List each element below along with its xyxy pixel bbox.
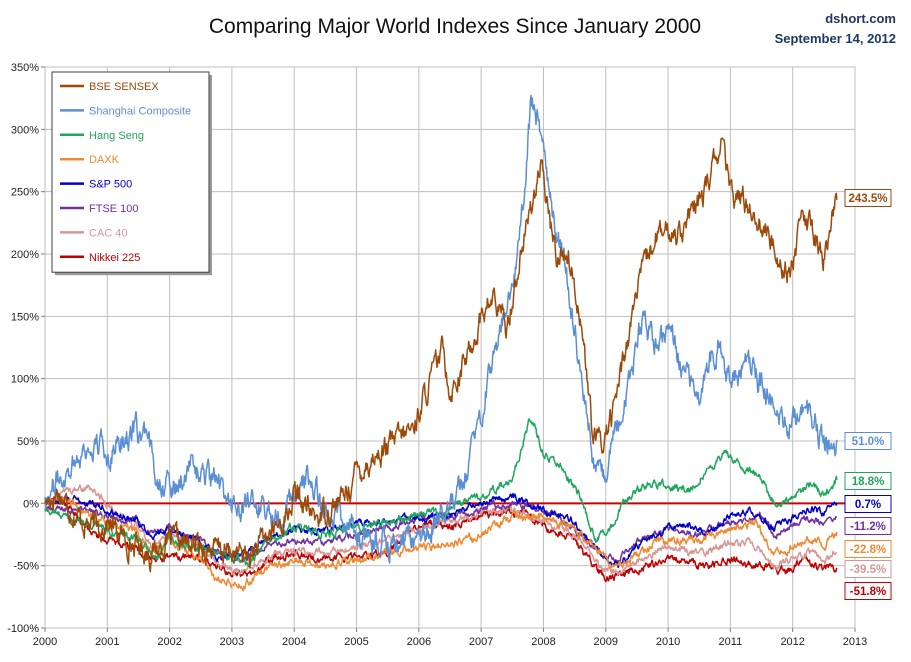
- legend-label: Shanghai Composite: [89, 105, 191, 117]
- end-label-text: -22.8%: [850, 544, 886, 556]
- x-tick-label: 2008: [531, 636, 555, 648]
- x-tick-label: 2012: [780, 636, 804, 648]
- legend-label: FTSE 100: [89, 203, 139, 215]
- end-label-box: [844, 472, 892, 490]
- end-label-box: [844, 582, 892, 600]
- x-tick-label: 2010: [656, 636, 680, 648]
- end-label-text: -11.2%: [850, 521, 886, 533]
- y-tick-label: -100%: [7, 623, 39, 635]
- legend-label: BSE SENSEX: [89, 81, 159, 93]
- end-label-text: -51.8%: [850, 586, 886, 598]
- end-label-box: [844, 540, 892, 558]
- y-tick-label: 350%: [11, 62, 39, 74]
- end-label-text: -39.5%: [850, 564, 886, 576]
- x-tick-label: 2001: [95, 636, 119, 648]
- end-label-text: 51.0%: [852, 436, 885, 448]
- legend: BSE SENSEX Shanghai Composite Hang Seng DAX…: [51, 71, 212, 276]
- end-value-labels: 243.5% 51.0% 18.8% -22.8% 0.7% -11.2% -39.5% -5…: [844, 189, 892, 600]
- series-line: [44, 94, 838, 564]
- y-axis-ticks: 350% 300% 250% 200% 150% 100% 50% 0% -50% -100%: [7, 62, 45, 635]
- y-tick-label: 50%: [17, 436, 39, 448]
- y-tick-label: 0%: [23, 498, 39, 510]
- y-tick-label: 100%: [11, 374, 39, 386]
- legend-label: Hang Seng: [89, 130, 144, 142]
- x-tick-label: 2011: [719, 636, 743, 648]
- series-lines: [44, 94, 838, 592]
- y-tick-label: 250%: [11, 187, 39, 199]
- x-tick-label: 2000: [33, 636, 57, 648]
- x-tick-label: 2003: [220, 636, 244, 648]
- legend-label: CAC 40: [89, 227, 128, 239]
- end-label-box: [844, 517, 892, 535]
- legend-box: [51, 71, 210, 273]
- y-tick-label: 200%: [11, 249, 39, 261]
- series-line: [44, 495, 838, 583]
- y-tick-label: -50%: [13, 561, 39, 573]
- end-label-text: 0.7%: [855, 499, 881, 511]
- end-label-box: [844, 432, 892, 450]
- chart-date: September 14, 2012: [775, 31, 896, 46]
- series-line: [44, 137, 838, 573]
- legend-label: Nikkei 225: [89, 252, 140, 264]
- end-label-box: [844, 560, 892, 578]
- series-line: [44, 418, 838, 568]
- x-tick-label: 2005: [344, 636, 368, 648]
- x-tick-label: 2013: [843, 636, 867, 648]
- chart-title: Comparing Major World Indexes Since Janu…: [209, 15, 701, 38]
- x-tick-label: 2004: [282, 636, 306, 648]
- end-label-text: 243.5%: [848, 193, 887, 205]
- end-label-text: 18.8%: [852, 476, 885, 488]
- gridlines: [44, 66, 856, 629]
- end-label-box: [844, 495, 892, 513]
- legend-label: S&P 500: [89, 179, 132, 191]
- legend-label: DAXK: [89, 154, 120, 166]
- end-label-box: [844, 189, 892, 207]
- y-tick-label: 150%: [11, 311, 39, 323]
- x-tick-label: 2007: [469, 636, 493, 648]
- x-tick-label: 2006: [407, 636, 431, 648]
- x-tick-label: 2009: [594, 636, 618, 648]
- chart-source: dshort.com: [825, 11, 896, 26]
- x-tick-label: 2002: [157, 636, 181, 648]
- y-tick-label: 300%: [11, 124, 39, 136]
- x-axis-ticks: 2000 2001 2002 2003 2004 2005 2006 2007 2008 2009…: [33, 628, 867, 648]
